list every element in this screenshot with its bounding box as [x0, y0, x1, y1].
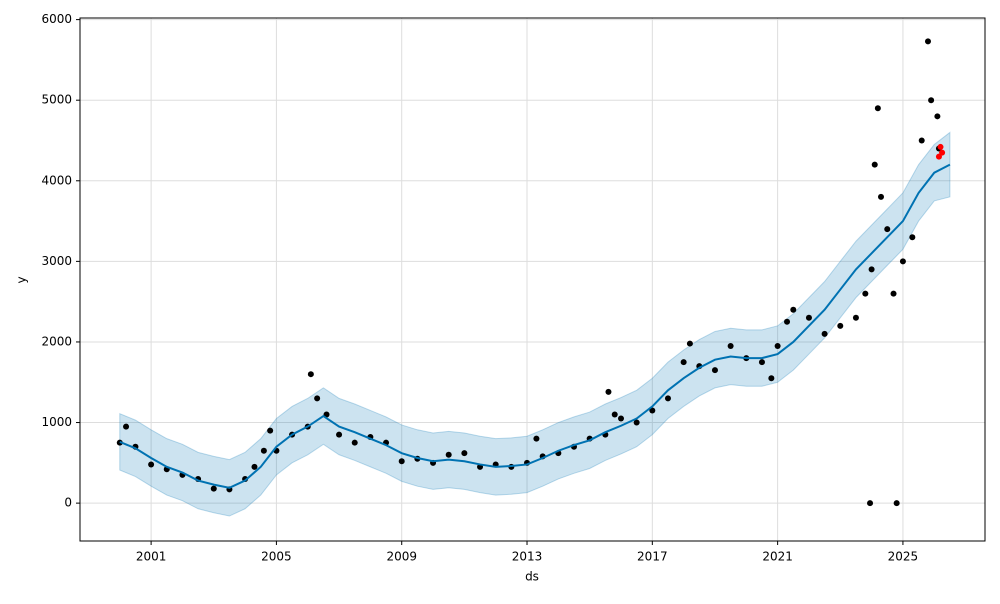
- data-point: [617, 415, 624, 422]
- data-point: [758, 359, 765, 366]
- data-point: [148, 461, 155, 468]
- x-tick-label: 2005: [261, 550, 292, 564]
- data-point: [605, 388, 612, 395]
- data-point: [727, 342, 734, 349]
- x-tick-label: 2025: [888, 550, 919, 564]
- data-point: [884, 226, 891, 233]
- x-tick-label: 2001: [136, 550, 167, 564]
- data-point: [928, 97, 935, 104]
- data-point: [939, 149, 946, 156]
- data-point: [852, 314, 859, 321]
- x-tick-label: 2013: [512, 550, 543, 564]
- y-tick-label: 3000: [41, 254, 72, 268]
- x-tick-label: 2017: [637, 550, 668, 564]
- data-point: [210, 485, 217, 492]
- data-point: [868, 266, 875, 273]
- data-point: [934, 113, 941, 120]
- data-point: [323, 411, 330, 418]
- data-point: [445, 451, 452, 458]
- plot-frame: [79, 17, 986, 542]
- y-tick-label: 0: [64, 496, 72, 510]
- data-point: [774, 342, 781, 349]
- data-point: [649, 407, 656, 414]
- data-point: [314, 395, 321, 402]
- x-axis-label: ds: [525, 570, 539, 584]
- y-tick-label: 2000: [41, 334, 72, 348]
- x-tick-label: 2021: [762, 550, 793, 564]
- data-point: [664, 395, 671, 402]
- forecast-line: [119, 163, 951, 489]
- data-point: [633, 419, 640, 426]
- data-point: [260, 447, 267, 454]
- data-point: [251, 463, 258, 470]
- data-point: [267, 427, 274, 434]
- data-point: [924, 38, 931, 45]
- y-tick-label: 5000: [41, 93, 72, 107]
- data-point: [711, 367, 718, 374]
- data-point: [918, 137, 925, 144]
- data-point: [123, 423, 130, 430]
- data-point: [768, 375, 775, 382]
- data-point: [790, 306, 797, 313]
- data-point: [398, 458, 405, 465]
- data-point: [784, 318, 791, 325]
- data-point: [874, 105, 881, 112]
- data-point: [877, 193, 884, 200]
- data-point: [899, 258, 906, 265]
- y-axis-label: y: [15, 276, 29, 283]
- data-point: [890, 290, 897, 297]
- y-tick-label: 1000: [41, 415, 72, 429]
- data-point: [611, 411, 618, 418]
- data-point: [307, 371, 314, 378]
- data-point: [351, 439, 358, 446]
- data-point: [336, 431, 343, 438]
- data-point: [837, 322, 844, 329]
- y-tick-label: 6000: [41, 12, 72, 26]
- data-point: [935, 153, 942, 160]
- data-point: [867, 500, 874, 507]
- data-point: [821, 330, 828, 337]
- data-point: [461, 450, 468, 457]
- uncertainty-band: [119, 131, 951, 517]
- data-point: [893, 500, 900, 507]
- y-tick-label: 4000: [41, 173, 72, 187]
- data-point: [937, 143, 944, 150]
- data-point: [909, 234, 916, 241]
- data-point: [686, 340, 693, 347]
- data-point: [871, 161, 878, 168]
- data-point: [533, 435, 540, 442]
- data-point: [805, 314, 812, 321]
- data-point: [680, 359, 687, 366]
- data-point: [862, 290, 869, 297]
- x-tick-label: 2009: [386, 550, 417, 564]
